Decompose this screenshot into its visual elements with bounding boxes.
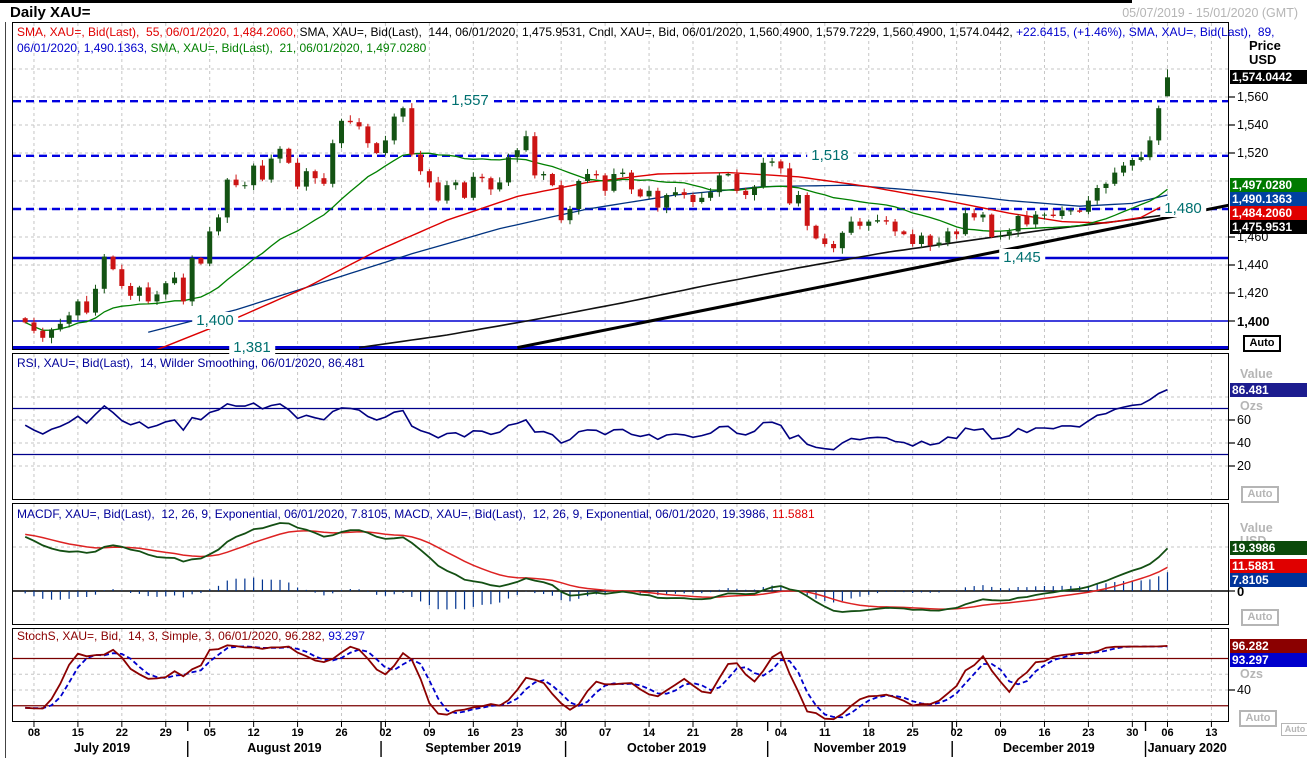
window-top-border	[0, 0, 1132, 3]
date-range-label: 05/07/2019 - 15/01/2020 (GMT)	[1122, 6, 1298, 20]
auto-scale-button-rsi[interactable]: Auto	[1241, 486, 1279, 503]
page-title: Daily XAU=	[10, 4, 91, 21]
auto-scale-button-macd[interactable]: Auto	[1241, 609, 1279, 626]
auto-scale-button-stoch[interactable]: Auto	[1239, 710, 1277, 727]
auto-scale-button-xaxis[interactable]: Auto	[1281, 723, 1307, 736]
auto-scale-button-main[interactable]: Auto	[1243, 335, 1281, 352]
